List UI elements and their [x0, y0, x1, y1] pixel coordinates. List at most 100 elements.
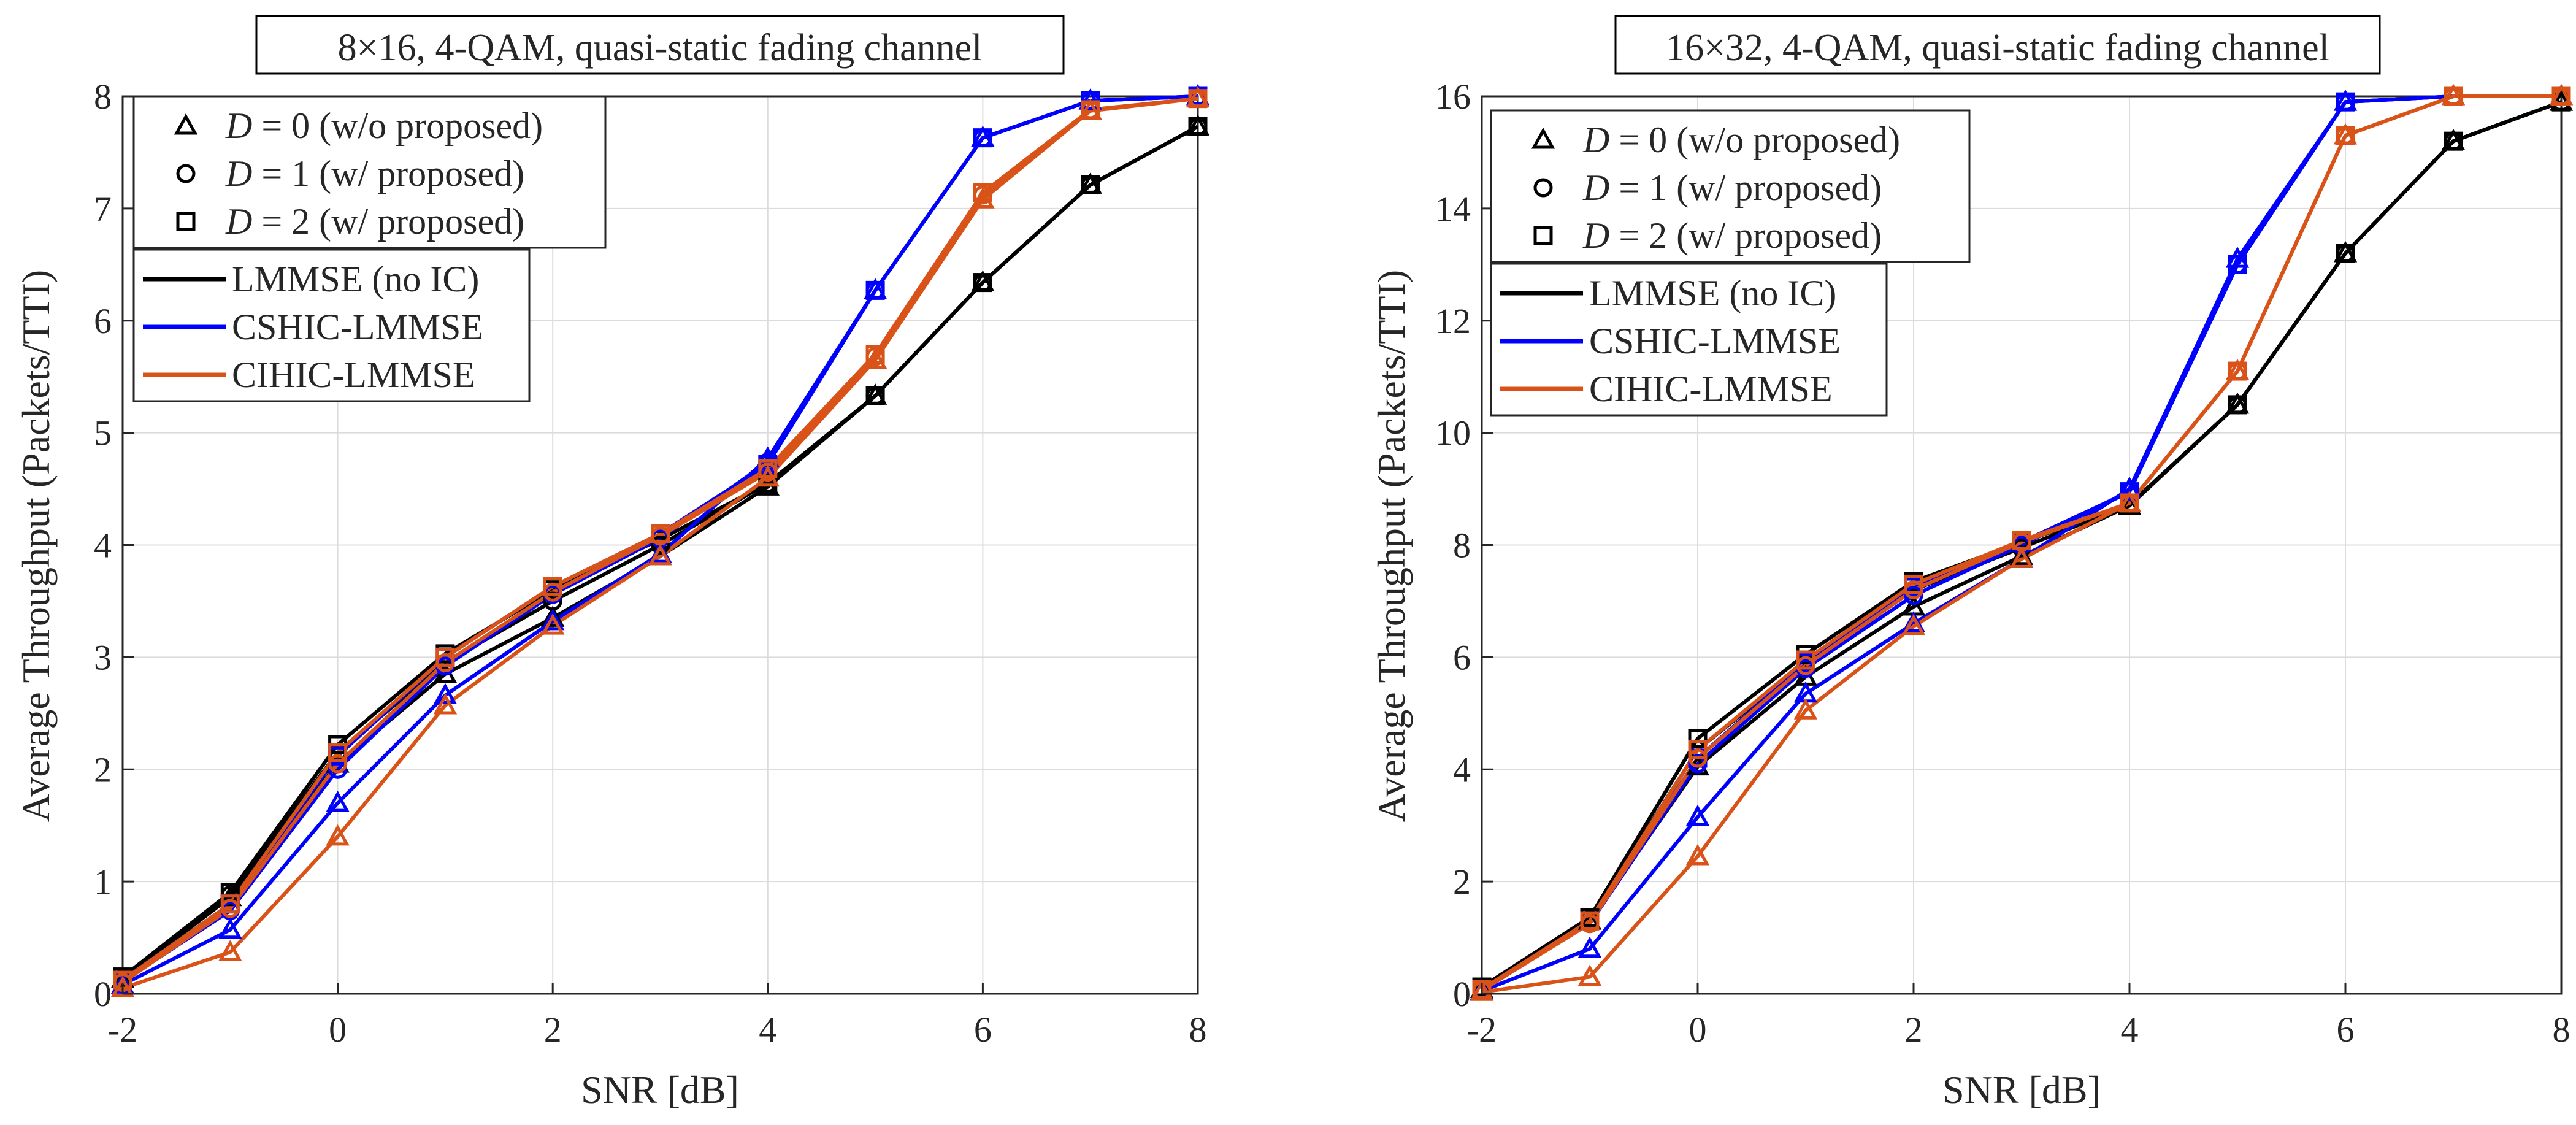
- right-line-legend-entries: LMMSE (no IC) CSHIC-LMMSE CIHIC-LMMSE: [1500, 273, 1841, 409]
- left-series-8-point: [651, 524, 670, 543]
- right-series-8-point: [1472, 980, 1492, 999]
- right-x-tick-label: 8: [2553, 1010, 2570, 1050]
- left-x-tick-label: 0: [329, 1010, 347, 1050]
- right-series-2-point: [2228, 395, 2247, 415]
- right-legend-circle-icon: [1533, 178, 1553, 198]
- right-series-6-point: [2009, 547, 2034, 568]
- right-series-3-point: [1685, 804, 1710, 826]
- left-line-legend-label: CSHIC-LMMSE: [232, 307, 483, 347]
- right-series-6-point: [1577, 964, 1602, 986]
- left-series-8-point: [543, 577, 562, 596]
- left-series-8-point: [1188, 89, 1208, 109]
- right-marker-legend-label: D = 0 (w/o proposed): [1582, 120, 1900, 160]
- right-series-8-point: [2551, 86, 2571, 106]
- right-chart-series: [1470, 83, 2574, 1001]
- left-marker-legend-variable: D: [225, 201, 252, 242]
- left-marker-legend-variable: D: [225, 153, 252, 194]
- right-line-legend-label: CIHIC-LMMSE: [1589, 369, 1833, 409]
- right-chart-x-axis-label: SNR [dB]: [1942, 1068, 2101, 1112]
- right-y-tick-label: 4: [1453, 750, 1471, 789]
- left-marker-legend-variable: D: [225, 106, 252, 146]
- left-line-legend-label: CIHIC-LMMSE: [232, 355, 475, 395]
- left-series-8-point: [973, 183, 992, 202]
- left-series-2-point: [1081, 175, 1100, 194]
- left-series-6-point: [541, 613, 565, 635]
- left-x-tick-label: -2: [108, 1010, 137, 1050]
- left-x-tick-label: 8: [1189, 1010, 1207, 1050]
- right-series-8-point: [1796, 650, 1815, 670]
- left-series-6-point: [218, 940, 242, 961]
- left-series-0-point: [541, 605, 565, 627]
- right-x-tick-label: -2: [1467, 1010, 1497, 1050]
- left-series-8-point: [865, 345, 885, 364]
- left-y-tick-label: 7: [94, 189, 112, 229]
- right-y-tick-label: 14: [1435, 189, 1471, 229]
- right-marker-legend-text: = 2 (w/ proposed): [1609, 215, 1882, 256]
- left-series-8-point: [220, 894, 240, 914]
- right-series-2-point: [1688, 729, 1708, 748]
- left-y-tick-label: 8: [94, 77, 112, 117]
- left-series-7-point: [328, 754, 348, 774]
- right-marker-legend-variable: D: [1582, 215, 1609, 256]
- right-y-tick-label: 12: [1435, 301, 1471, 341]
- right-marker-legend-text: = 1 (w/ proposed): [1609, 167, 1882, 208]
- right-series-8-point: [1904, 575, 1923, 594]
- left-series-8-point: [758, 459, 778, 478]
- right-y-tick-label: 2: [1453, 862, 1471, 902]
- right-marker-legend-entries: D = 0 (w/o proposed)D = 1 (w/ proposed)D…: [1531, 120, 1900, 256]
- left-series-3-point: [326, 791, 350, 812]
- right-series-8-point: [2120, 493, 2139, 513]
- left-y-tick-label: 0: [94, 974, 112, 1014]
- left-y-tick-label: 3: [94, 637, 112, 677]
- right-y-tick-label: 10: [1435, 413, 1471, 453]
- right-series-8-point: [2336, 126, 2355, 145]
- left-line-legend-label: LMMSE (no IC): [232, 259, 479, 299]
- left-series-3-point: [218, 917, 242, 939]
- left-chart-line-legend: LMMSE (no IC) CSHIC-LMMSE CIHIC-LMMSE: [132, 248, 531, 402]
- left-chart-y-axis-label: Average Throughput (Packets/TTI): [14, 270, 58, 822]
- right-y-tick-label: 16: [1435, 77, 1471, 117]
- right-marker-legend-variable: D: [1582, 120, 1609, 160]
- right-series-8-point: [2012, 531, 2031, 550]
- right-chart-y-axis-label: Average Throughput (Packets/TTI): [1370, 270, 1413, 822]
- left-series-3-point: [433, 683, 458, 705]
- left-marker-legend-text: = 1 (w/ proposed): [252, 153, 524, 194]
- left-series-8-point: [1081, 100, 1100, 120]
- left-y-tick-label: 6: [94, 301, 112, 341]
- left-x-tick-label: 6: [974, 1010, 992, 1050]
- right-series-6-point: [1685, 843, 1710, 866]
- left-series-line-6: [122, 96, 1198, 990]
- right-chart-title: 16×32, 4-QAM, quasi-static fading channe…: [1666, 27, 2329, 69]
- right-line-legend-label: LMMSE (no IC): [1589, 273, 1836, 313]
- right-series-5-point: [2228, 255, 2247, 274]
- right-series-8-point: [2228, 361, 2247, 381]
- left-marker-legend-label: D = 2 (w/ proposed): [225, 201, 524, 242]
- right-legend-square-icon: [1533, 226, 1553, 245]
- left-marker-legend-entries: D = 0 (w/o proposed)D = 1 (w/ proposed)D…: [174, 106, 543, 242]
- right-chart-marker-legend: D = 0 (w/o proposed)D = 1 (w/ proposed)D…: [1490, 109, 1971, 263]
- left-legend-square-icon: [176, 212, 196, 231]
- left-y-tick-label: 5: [94, 413, 112, 453]
- right-chart-title-box: 16×32, 4-QAM, quasi-static fading channe…: [1614, 15, 2381, 75]
- left-chart-title-box: 8×16, 4-QAM, quasi-static fading channel: [255, 15, 1065, 75]
- left-series-6-point: [326, 824, 350, 846]
- left-series-6-point: [863, 347, 887, 369]
- right-series-2-point: [2336, 244, 2355, 263]
- left-series-6-point: [648, 543, 672, 566]
- right-x-tick-label: 4: [2121, 1010, 2139, 1050]
- left-y-tick-label: 4: [94, 526, 112, 566]
- left-series-line-8: [121, 96, 1198, 982]
- left-series-2-point: [973, 273, 992, 293]
- right-x-tick-label: 0: [1689, 1010, 1707, 1050]
- left-marker-legend-text: = 0 (w/o proposed): [252, 106, 543, 146]
- left-y-tick-label: 2: [94, 750, 112, 789]
- right-series-3-point: [1577, 936, 1602, 958]
- right-marker-legend-label: D = 1 (w/ proposed): [1582, 167, 1882, 208]
- right-line-legend-label: CSHIC-LMMSE: [1589, 321, 1841, 361]
- left-chart-title: 8×16, 4-QAM, quasi-static fading channel: [338, 27, 983, 69]
- right-series-5-point: [2120, 482, 2139, 502]
